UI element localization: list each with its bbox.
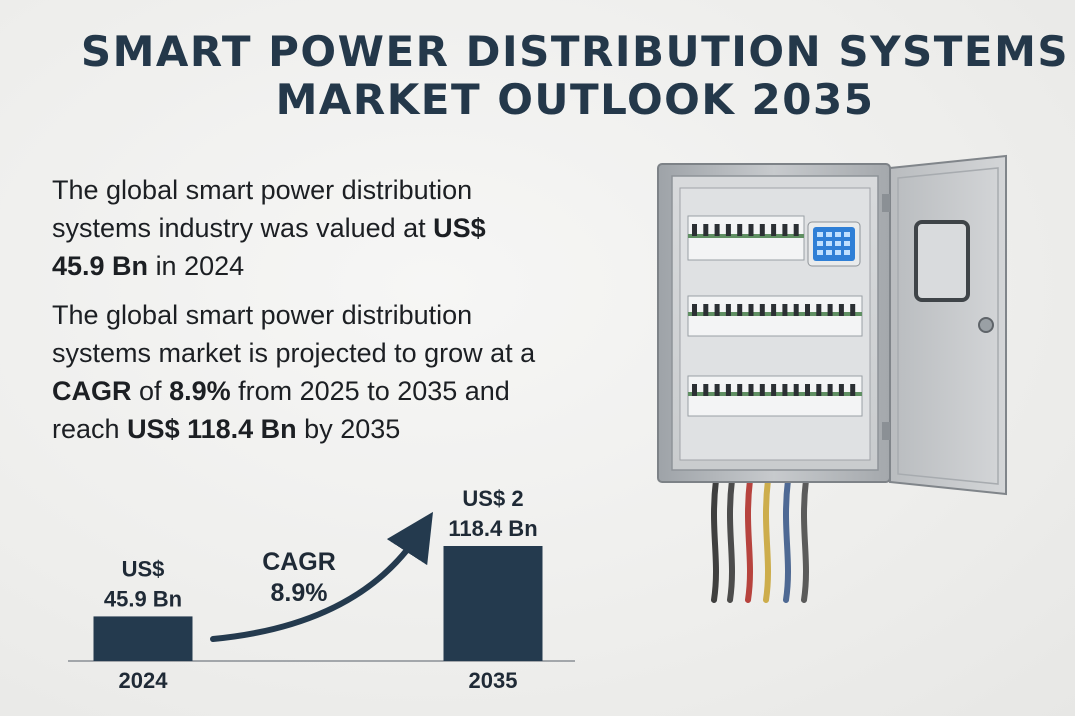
- bar-2024-label-line-1: US$: [122, 556, 165, 581]
- title-line-1: SMART POWER DISTRIBUTION SYSTEMS: [80, 27, 1070, 76]
- breaker-switches: [692, 224, 856, 396]
- growth-arrow: [210, 511, 434, 642]
- title-line-2: MARKET OUTLOOK 2035: [275, 75, 875, 124]
- valuation-text-2: in 2024: [155, 251, 245, 281]
- category-label-2035: 2035: [469, 668, 518, 693]
- bar-2024: [93, 616, 193, 661]
- projection-2035-value: US$ 118.4 Bn: [127, 414, 297, 444]
- projection-text-1: The global smart power distribution syst…: [52, 300, 536, 368]
- door-lock: [978, 317, 994, 333]
- projection-cagr-value: 8.9%: [169, 376, 231, 406]
- projection-text-4: by 2035: [304, 414, 401, 444]
- door-hinge-top: [882, 194, 890, 212]
- door-window: [914, 220, 970, 302]
- breaker-row-1: [687, 215, 805, 261]
- bar-2035: [443, 546, 543, 661]
- category-label-2024: 2024: [119, 668, 169, 693]
- page-title: SMART POWER DISTRIBUTION SYSTEMS MARKET …: [60, 28, 1075, 124]
- electrical-distribution-cabinet-icon: [657, 154, 1007, 603]
- cagr-annotation-line-2: 8.9%: [271, 579, 328, 607]
- valuation-paragraph: The global smart power distribution syst…: [52, 171, 522, 285]
- bar-2035-label-line-1: US$ 2: [462, 486, 523, 511]
- bar-2024-label-line-2: 45.9 Bn: [104, 586, 182, 611]
- projection-text-2: of: [139, 376, 162, 406]
- cables: [711, 477, 809, 603]
- cabinet-door: [882, 154, 1007, 496]
- door-hinge-bottom: [882, 422, 890, 440]
- projection-cagr-label: CAGR: [52, 376, 132, 406]
- market-growth-chart: US$ 45.9 Bn US$ 2 118.4 Bn 2024 2035 CAG…: [68, 486, 575, 693]
- valuation-2024-value: US$ 45.9 Bn: [52, 213, 486, 281]
- bar-2035-label-line-2: 118.4 Bn: [448, 516, 537, 541]
- smart-meter-readout: [817, 232, 850, 255]
- valuation-text-1: The global smart power distribution syst…: [52, 175, 473, 243]
- cagr-annotation-line-1: CAGR: [262, 548, 336, 576]
- projection-paragraph: The global smart power distribution syst…: [52, 296, 552, 448]
- projection-text-3: from 2025 to 2035 and reach: [52, 376, 510, 444]
